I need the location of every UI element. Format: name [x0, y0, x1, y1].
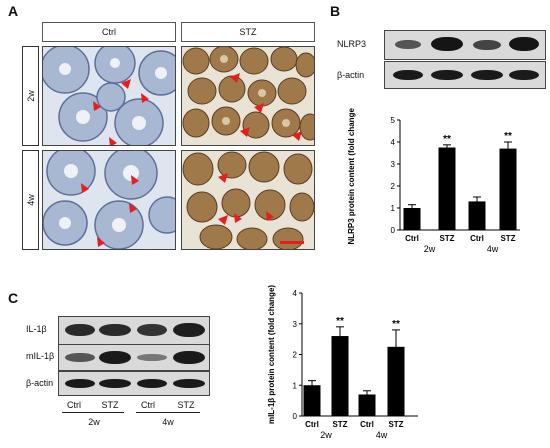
x-tick-label: Ctrl	[305, 420, 319, 429]
x-tick-label: STZ	[500, 234, 515, 243]
group-label: 2w	[424, 244, 436, 254]
panel-a-label: A	[8, 3, 19, 19]
lane-label-ctrl-4w: Ctrl	[141, 400, 155, 410]
blot-label-mil1b: mIL-1β	[26, 351, 55, 361]
bar	[387, 346, 405, 416]
blot-il1b	[58, 316, 210, 345]
panel-b-label: B	[330, 3, 341, 19]
significance-mark: **	[504, 131, 512, 142]
y-tick-label: 2	[293, 351, 298, 360]
y-tick-label: 1	[293, 381, 298, 390]
group-underline-4w	[136, 412, 200, 413]
blot-label-beta-actin-b: β-actin	[337, 70, 365, 80]
group-underline-2w	[62, 412, 124, 413]
lane-label-stz-2w: STZ	[101, 400, 119, 410]
y-tick-label: 3	[293, 320, 298, 329]
group-label-4w: 4w	[162, 417, 174, 427]
column-header-ctrl: Ctrl	[42, 22, 176, 42]
y-tick-label: 0	[391, 226, 396, 235]
x-tick-label: STZ	[332, 420, 347, 429]
bar	[331, 336, 349, 416]
row-label-2w: 2w	[22, 46, 39, 146]
row-label-4w: 4w	[22, 150, 39, 250]
column-header-stz: STZ	[181, 22, 315, 42]
significance-mark: **	[443, 134, 451, 145]
x-tick-label: Ctrl	[360, 420, 374, 429]
y-tick-label: 2	[391, 182, 396, 191]
blot-mil1b	[58, 344, 210, 371]
significance-mark: **	[392, 319, 400, 330]
group-label: 4w	[376, 430, 388, 440]
micrograph-stz-2w	[181, 46, 315, 146]
panel-c-label: C	[8, 290, 19, 306]
micrograph-stz-4w	[181, 150, 315, 250]
bar	[438, 147, 456, 230]
group-label-2w: 2w	[88, 417, 100, 427]
x-tick-label: STZ	[439, 234, 454, 243]
bar	[499, 148, 517, 230]
group-label: 2w	[320, 430, 332, 440]
x-tick-label: STZ	[388, 420, 403, 429]
chart-b: 0 1 2 3 4 5 NLRP3 protein content (fold change…	[347, 108, 520, 254]
bar	[403, 208, 421, 230]
y-tick-label: 3	[391, 160, 396, 169]
blot-label-il1b: IL-1β	[26, 324, 47, 334]
micrograph-ctrl-4w	[42, 150, 176, 250]
bar	[468, 201, 486, 230]
y-axis-label: NLRP3 protein content (fold change)	[347, 108, 356, 245]
x-tick-label: Ctrl	[470, 234, 484, 243]
blot-label-beta-actin-c: β-actin	[26, 378, 54, 388]
lane-label-stz-4w: STZ	[177, 400, 195, 410]
blot-nlrp3	[384, 30, 546, 60]
bar	[358, 394, 376, 416]
micrograph-ctrl-2w	[42, 46, 176, 146]
blot-label-nlrp3: NLRP3	[337, 39, 367, 49]
y-tick-label: 5	[391, 116, 396, 125]
y-tick-label: 4	[293, 289, 298, 298]
y-axis-label: mIL-1β protein content (fold change)	[267, 285, 276, 424]
y-tick-label: 1	[391, 204, 396, 213]
blot-beta-actin-b	[384, 61, 546, 89]
blot-beta-actin-c	[58, 371, 210, 396]
chart-c: 0 1 2 3 4 mIL-1β protein content (fold change…	[267, 285, 418, 440]
x-tick-label: Ctrl	[405, 234, 419, 243]
lane-label-ctrl-2w: Ctrl	[67, 400, 81, 410]
y-tick-label: 0	[293, 412, 298, 421]
group-label: 4w	[487, 244, 499, 254]
bar	[303, 385, 321, 416]
significance-mark: **	[336, 316, 344, 327]
y-tick-label: 4	[391, 138, 396, 147]
